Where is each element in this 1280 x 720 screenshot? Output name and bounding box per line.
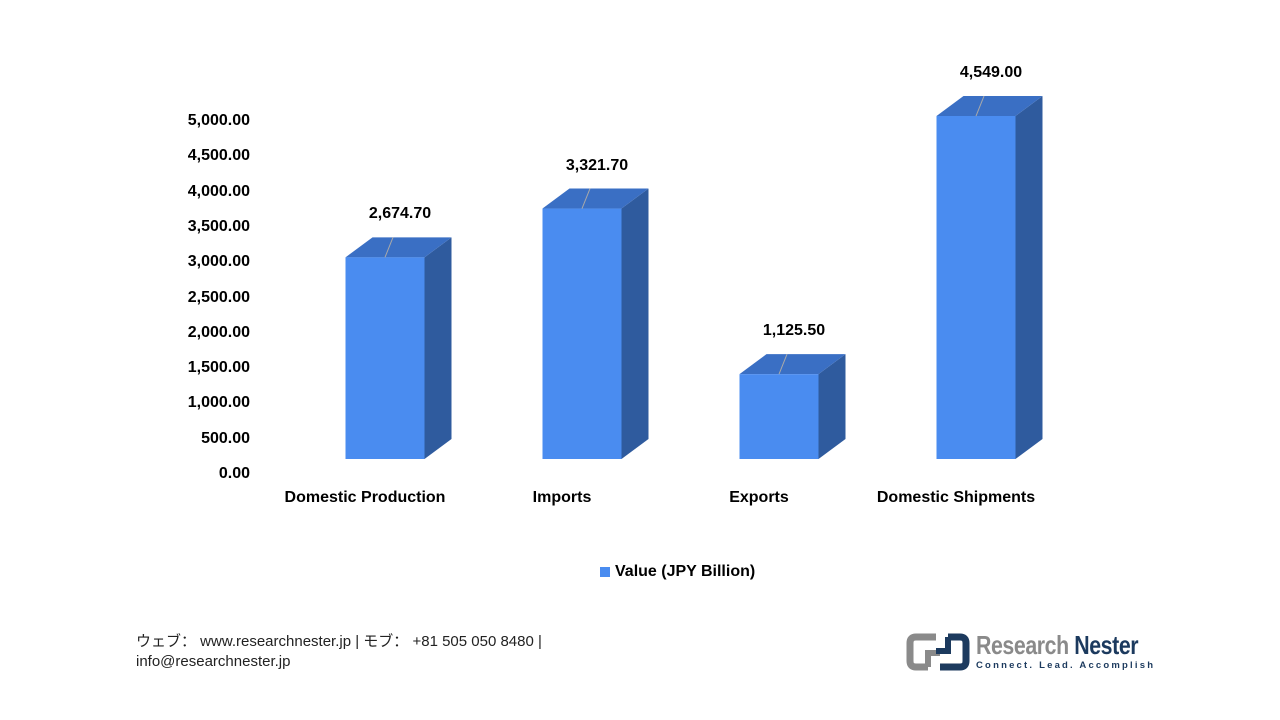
contact-line-email: info@researchnester.jp — [136, 653, 291, 670]
logo-tagline: Connect. Lead. Accomplish — [976, 660, 1156, 671]
bar-domestic-shipments — [936, 95, 1043, 459]
x-category-label: Exports — [729, 489, 789, 506]
y-tick-label: 4,000.00 — [187, 182, 250, 200]
y-tick-label: 1,000.00 — [187, 394, 250, 412]
data-label: 1,125.50 — [762, 322, 826, 340]
y-tick-label: 3,500.00 — [187, 217, 250, 235]
data-label: 2,674.70 — [368, 205, 432, 223]
y-tick-label: 500.00 — [201, 429, 250, 447]
legend-label: Value (JPY Billion) — [615, 563, 756, 580]
data-label: 3,321.70 — [565, 156, 629, 174]
data-label: 4,549.00 — [959, 64, 1023, 81]
y-tick-label: 0.00 — [218, 465, 250, 482]
contact-footer: ウェブ： www.researchnester.jp | モブ： +81 505… — [136, 632, 542, 672]
x-category-label: Domestic Production — [284, 489, 446, 506]
x-category-label: Domestic Shipments — [876, 489, 1036, 506]
bar-domestic-production — [345, 237, 452, 459]
y-tick-label: 5,000.00 — [187, 112, 250, 129]
x-category-label: Imports — [532, 489, 592, 506]
y-tick-label: 1,500.00 — [187, 359, 250, 377]
y-tick-label: 3,000.00 — [187, 253, 250, 271]
logo-brand-name: Research Nester — [976, 630, 1139, 660]
bar-imports — [542, 188, 649, 459]
research-nester-logo: Research Nester Connect. Lead. Accomplis… — [906, 632, 1174, 671]
bar-exports — [739, 353, 846, 459]
logo-mark-icon — [906, 633, 970, 670]
y-tick-label: 2,500.00 — [187, 288, 250, 306]
legend: Value (JPY Billion) — [600, 563, 755, 581]
y-tick-label: 2,000.00 — [187, 323, 250, 341]
legend-swatch-icon — [600, 567, 610, 577]
y-tick-label: 4,500.00 — [187, 147, 250, 165]
contact-line-web-phone: ウェブ： www.researchnester.jp | モブ： +81 505… — [136, 633, 542, 650]
